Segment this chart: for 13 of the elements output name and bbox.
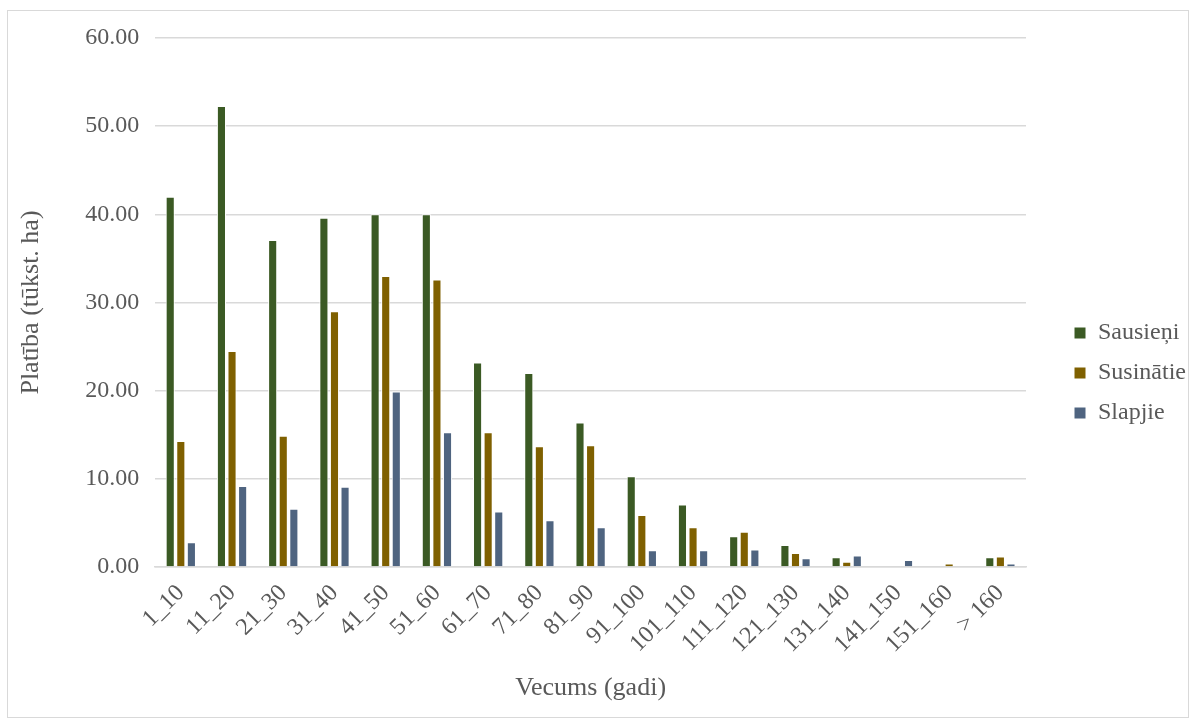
legend-label: Slapjie (1098, 398, 1165, 425)
y-tick-label: 50.00 (85, 111, 140, 138)
y-axis-title: Platība (tūkst. ha) (15, 210, 45, 395)
legend-label: Susinātie (1098, 358, 1186, 385)
y-tick-label: 10.00 (85, 464, 140, 491)
y-tick-label: 20.00 (85, 375, 140, 402)
y-tick-label: 30.00 (85, 287, 140, 314)
legend-label: Sausieņi (1098, 318, 1180, 346)
y-tick-label: 0.00 (97, 552, 140, 579)
y-tick-label: 60.00 (85, 23, 140, 50)
x-axis-title: Vecums (gadi) (515, 672, 667, 702)
y-tick-label: 40.00 (85, 199, 140, 226)
x-tick-label: > 160 (950, 578, 1009, 637)
